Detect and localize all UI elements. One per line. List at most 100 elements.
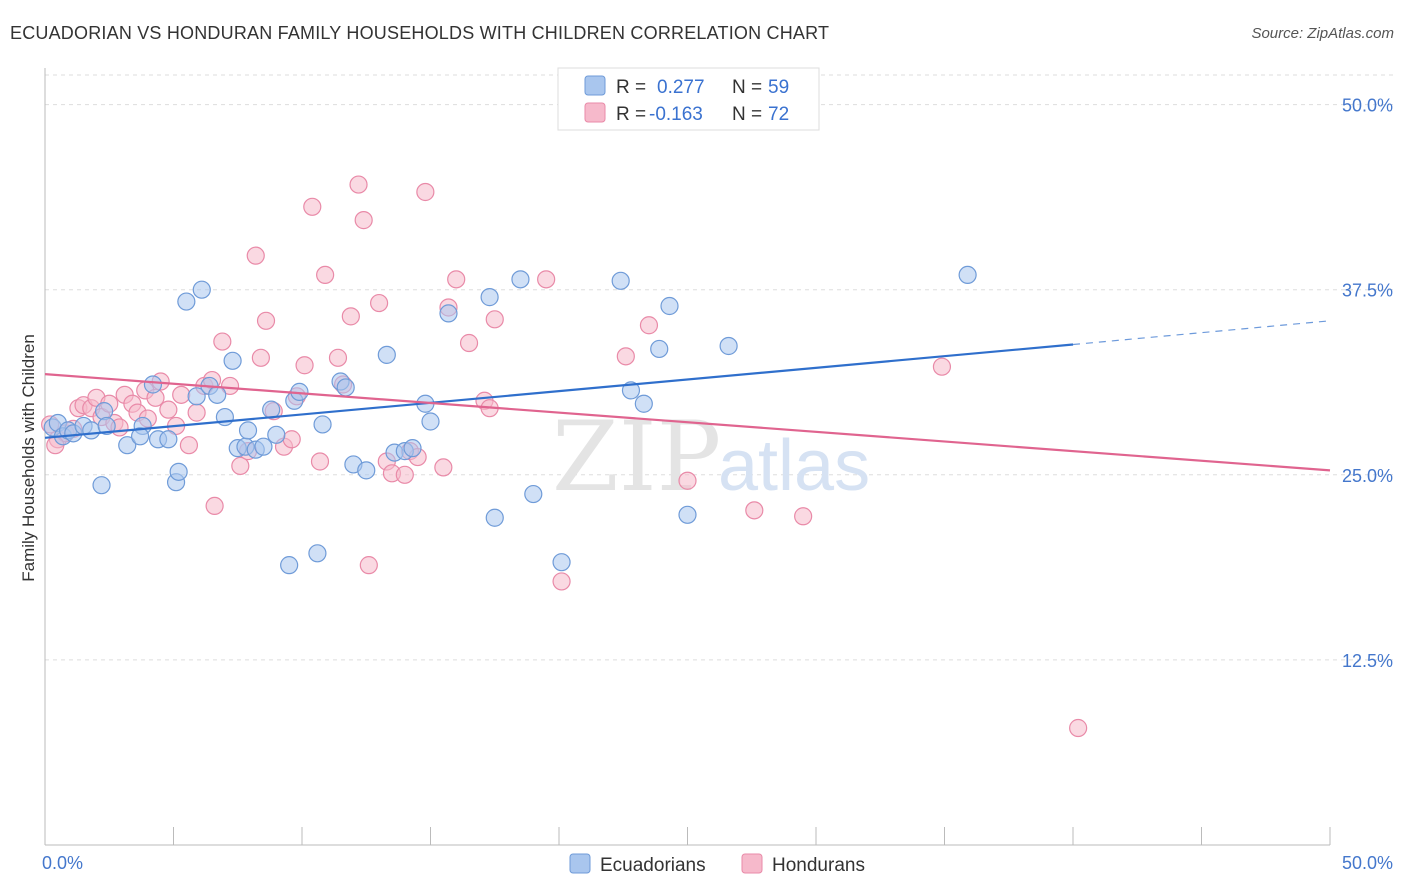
ecuadorian-trend-extension [1072,320,1331,346]
ecuadorian-point [254,437,273,456]
honduran-point [552,572,571,591]
legend-n-label-pink: N = [732,104,762,125]
honduran-point [932,357,952,376]
ecuadorian-point [650,339,669,359]
ecuadorian-point [82,421,101,440]
ecuadorian-point [95,402,114,421]
legend-swatch-blue [584,75,606,96]
ecuadorian-point [524,484,543,504]
ecuadorian-point [169,462,188,481]
honduran-point [251,348,270,367]
honduran-point [220,376,240,396]
watermark-zip: ZIP [552,401,721,513]
honduran-point [256,311,276,330]
ecuadorian-point [159,430,178,449]
ecuadorian-point [267,425,286,444]
legend-n-value-blue: 59 [768,77,789,98]
ecuadorian-point [480,288,499,307]
ecuadorian-point [280,556,299,575]
ecuadorian-point [621,381,641,400]
bottom-legend-ecuadorians: Ecuadorians [600,855,706,876]
ecuadorian-point [421,412,440,431]
ecuadorian-point [223,351,242,370]
ecuadorian-point [208,385,227,404]
honduran-point [310,452,330,471]
honduran-point [447,270,466,289]
series-ecuadorians-points [43,265,977,575]
honduran-point [159,400,178,419]
honduran-point [205,496,224,516]
honduran-point [316,265,335,285]
x-tick-label: 0.0% [42,853,83,873]
legend-r-value-blue: 0.277 [657,77,705,98]
honduran-point [616,347,635,366]
honduran-point [303,197,322,216]
ecuadorian-point [118,436,137,455]
honduran-point [370,293,389,313]
ecuadorian-point [357,461,376,480]
ecuadorian-point [313,415,332,434]
honduran-point [213,332,232,351]
ecuadorian-point [262,400,281,419]
ecuadorian-point [377,345,396,364]
honduran-point [246,246,265,265]
legend-r-label-blue: R = [616,77,646,98]
legend-n-label-blue: N = [732,77,762,98]
honduran-point [354,211,373,230]
honduran-point [537,270,556,289]
ecuadorian-point [403,439,422,458]
axes [44,68,1331,846]
honduran-point [179,436,199,455]
ecuadorian-point [238,421,258,440]
legend-r-label-pink: R = [616,104,646,125]
legend-swatch-pink [584,102,606,123]
watermark: ZIP atlas [552,401,870,513]
ecuadorian-point [187,387,206,406]
y-tick-label: 50.0% [1342,96,1393,116]
honduran-point [282,430,301,449]
grid-lines [45,74,1393,661]
ecuadorian-trend-line [44,343,1074,439]
ecuadorian-point [678,505,697,524]
legend: R = 0.277 N = 59 R = -0.163 N = 72 [557,67,820,131]
honduran-point [341,307,360,326]
y-tick-labels: 12.5% 25.0% 37.5% 50.0% [1342,96,1393,671]
ecuadorian-point [177,292,196,311]
bottom-legend: Ecuadorians Hondurans [569,853,865,876]
x-tick-label: 50.0% [1342,853,1393,873]
honduran-point [485,310,504,329]
ecuadorian-point [97,416,116,436]
ecuadorian-point [130,427,150,446]
bottom-legend-hondurans: Hondurans [772,855,865,876]
y-axis-title: Family Households with Children [19,334,38,582]
ecuadorian-point [143,375,163,394]
ecuadorian-point [552,553,571,572]
ecuadorian-point [660,296,679,316]
honduran-trend-line [44,373,1331,472]
honduran-point [328,348,348,367]
honduran-point [794,507,813,526]
honduran-point [349,175,368,194]
ecuadorian-point [511,270,530,289]
legend-n-value-pink: 72 [768,104,789,125]
honduran-point [187,403,206,422]
bottom-legend-swatch-ecuadorians [569,853,591,874]
legend-r-value-pink: -0.163 [649,104,703,125]
honduran-point [231,456,250,476]
honduran-point [459,333,479,353]
honduran-point [434,458,453,477]
ecuadorian-point [485,508,504,527]
y-tick-label: 25.0% [1342,466,1393,486]
ecuadorian-point [336,378,355,397]
ecuadorian-point [92,476,111,495]
watermark-atlas: atlas [718,426,870,506]
x-tick-labels: 0.0% 50.0% [42,853,1393,873]
honduran-point [359,556,378,575]
honduran-point [295,356,314,375]
y-tick-label: 12.5% [1342,651,1393,671]
chart-source: Source: ZipAtlas.com [1251,25,1394,42]
ecuadorian-point [634,394,653,413]
honduran-point [1069,718,1088,738]
y-tick-label: 37.5% [1342,281,1393,301]
ecuadorian-point [308,544,327,563]
